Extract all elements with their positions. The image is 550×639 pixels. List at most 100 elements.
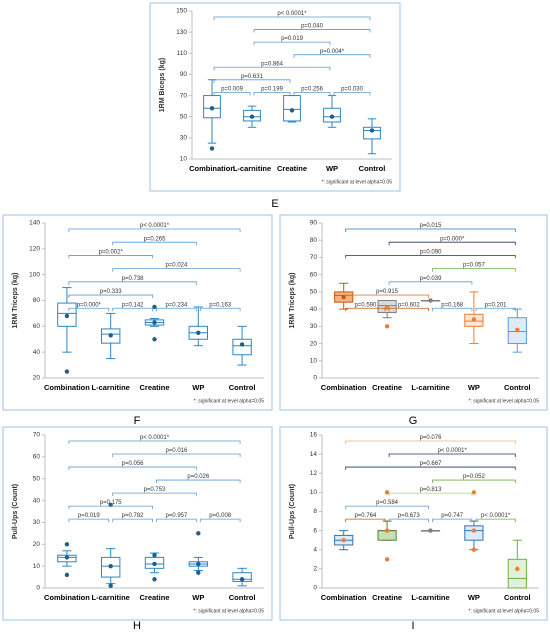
x-tick-label: Combination — [189, 164, 235, 173]
p-value-label: p=0.076 — [420, 435, 443, 441]
mean-marker — [384, 305, 390, 310]
mean-marker — [239, 577, 245, 582]
bracket — [68, 228, 241, 232]
bracket — [432, 268, 516, 272]
p-value-label: p=0.265 — [144, 236, 167, 242]
mean-marker — [108, 333, 113, 338]
p-value-label: p< 0.0001* — [277, 11, 307, 17]
bracket — [345, 505, 429, 510]
p-value-label: p=0.813 — [420, 487, 443, 493]
outlier — [64, 542, 70, 547]
bracket — [68, 281, 197, 285]
outlier — [471, 490, 477, 495]
mean-marker — [471, 317, 477, 322]
x-tick-label: Creatine — [372, 383, 402, 392]
y-axis-title: 1RM Triceps (kg) — [289, 272, 296, 328]
x-tick-label: Creatine — [139, 593, 169, 602]
mean-marker — [341, 294, 346, 300]
p-value-label: p=0.234 — [165, 302, 188, 308]
mean-marker — [369, 128, 375, 133]
y-tick-label: 40 — [33, 349, 41, 356]
p-value-label: p=0.673 — [398, 513, 421, 519]
y-tick-label: 10 — [310, 357, 318, 364]
bracket — [156, 479, 241, 484]
y-tick-label: 0 — [36, 585, 40, 592]
box — [363, 126, 381, 140]
y-tick-label: 14 — [310, 451, 318, 458]
outlier — [384, 324, 390, 329]
x-tick-label: WP — [468, 383, 480, 392]
x-tick-label: Creatine — [139, 383, 169, 392]
x-tick-label: WP — [192, 383, 204, 392]
y-tick-label: 30 — [180, 135, 188, 142]
p-value-label: p=0.008 — [209, 513, 232, 519]
p-value-label: p=0.201 — [485, 302, 508, 308]
bracket — [253, 92, 291, 96]
p-value-label: p=0.015 — [420, 223, 443, 229]
x-tick-label: L-carnitine — [233, 164, 271, 173]
p-value-label: p=0.753 — [144, 487, 167, 493]
y-tick-label: 50 — [33, 475, 41, 482]
p-value-label: p=0.052 — [463, 474, 486, 480]
p-value-label: p=0.009 — [221, 86, 244, 92]
outlier — [152, 553, 157, 558]
bracket — [112, 518, 153, 523]
box — [507, 558, 527, 589]
bracket — [68, 518, 110, 523]
bracket — [475, 307, 516, 312]
x-tick-label: Combination — [321, 383, 367, 392]
p-value-label: p=0.019 — [281, 36, 304, 42]
mean-marker — [196, 330, 201, 335]
bracket — [388, 241, 516, 246]
p-value-label: p=0.738 — [122, 276, 145, 282]
mean-marker — [428, 528, 433, 533]
p-value-label: p=0.142 — [122, 302, 145, 308]
mean-marker — [329, 114, 335, 119]
y-axis-title: 1RM Biceps (kg) — [159, 58, 166, 112]
bracket — [432, 479, 516, 484]
bracket — [388, 518, 429, 523]
bracket — [293, 54, 371, 58]
mean-marker — [64, 313, 70, 319]
x-tick-label: Combination — [44, 383, 90, 392]
y-tick-label: 30 — [33, 519, 41, 526]
p-value-label: p=0.590 — [354, 302, 377, 308]
bracket — [112, 492, 197, 497]
y-tick-label: 80 — [33, 297, 41, 304]
bracket — [68, 466, 197, 471]
p-value-label: p=0.056 — [122, 461, 145, 467]
bracket — [345, 440, 516, 444]
panel-frame — [2, 214, 273, 411]
y-tick-label: 90 — [310, 220, 318, 227]
bracket — [112, 241, 197, 246]
p-value-label: p=0.040 — [301, 24, 324, 30]
x-tick-label: WP — [468, 593, 480, 602]
mean-marker — [64, 555, 70, 560]
bracket — [345, 255, 516, 259]
mean-marker — [515, 566, 520, 572]
x-tick-label: Control — [229, 383, 256, 392]
mean-marker — [152, 320, 157, 325]
y-tick-label: 120 — [29, 246, 40, 253]
bracket — [293, 92, 331, 96]
mean-marker — [196, 561, 201, 567]
y-tick-label: 60 — [33, 323, 41, 330]
bracket — [333, 92, 371, 96]
y-tick-label: 150 — [176, 8, 187, 15]
outlier — [209, 146, 215, 151]
mean-marker — [239, 342, 245, 347]
bracket — [199, 307, 241, 312]
y-tick-label: 30 — [310, 323, 318, 330]
mean-marker — [384, 528, 390, 533]
y-tick-label: 20 — [33, 375, 41, 382]
p-value-label: p=0.333 — [100, 289, 123, 295]
y-tick-label: 4 — [313, 546, 317, 553]
mean-marker — [341, 537, 346, 543]
outlier — [384, 490, 390, 495]
y-tick-label: 60 — [33, 454, 41, 461]
outlier — [471, 547, 477, 552]
p-value-label: p=0.016 — [165, 448, 188, 454]
y-tick-label: 70 — [310, 254, 318, 261]
outlier — [152, 304, 157, 310]
